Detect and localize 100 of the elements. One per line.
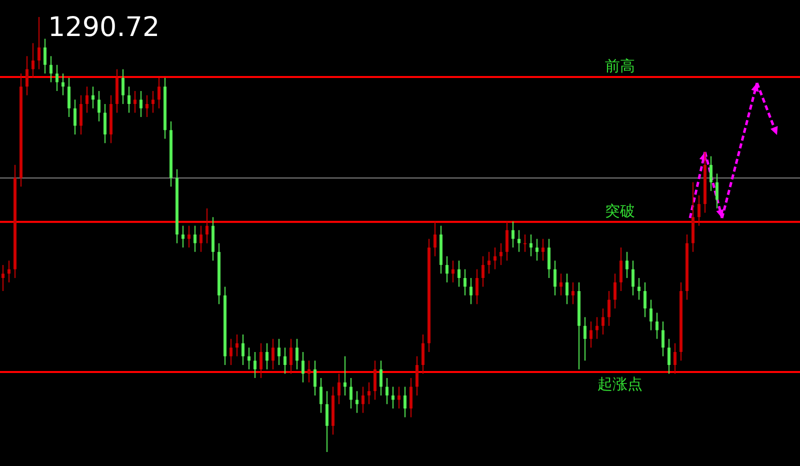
candlestick [596, 316, 598, 340]
candlestick [182, 225, 184, 248]
candlestick [422, 334, 424, 374]
candlestick [584, 316, 586, 362]
candlestick [80, 94, 82, 135]
candlestick [350, 378, 352, 409]
candlestick [476, 268, 478, 305]
candlestick [614, 273, 616, 309]
candlestick [542, 238, 544, 262]
candlestick [656, 312, 658, 340]
candlestick [68, 77, 70, 118]
candlestick [320, 378, 322, 414]
candlestick [620, 247, 622, 292]
candlestick [128, 86, 130, 114]
candlestick [338, 373, 340, 405]
candlestick [572, 282, 574, 305]
candlestick [122, 68, 124, 104]
candlestick [38, 16, 40, 70]
candlestick [560, 273, 562, 296]
candlestick [530, 234, 532, 257]
candlestick [74, 99, 76, 135]
candlestick [410, 378, 412, 418]
candlestick [638, 278, 640, 300]
candlestick [326, 390, 328, 452]
candlestick [146, 94, 148, 118]
candlestick [518, 230, 520, 252]
ref-line-label: 突破 [605, 202, 635, 220]
candlestick [140, 90, 142, 118]
candlestick [188, 225, 190, 248]
candlestick [296, 338, 298, 370]
candlestick [302, 351, 304, 383]
candlestick [470, 278, 472, 305]
candlestick [554, 260, 556, 296]
candlestick [698, 194, 700, 226]
candlestick [44, 38, 46, 74]
candlestick [482, 256, 484, 288]
candlestick [668, 338, 670, 374]
candlestick [464, 268, 466, 296]
candlestick [290, 338, 292, 374]
candlestick [98, 90, 100, 122]
candlestick [512, 220, 514, 248]
candlestick [56, 64, 58, 92]
candlestick [248, 347, 250, 370]
candlestick [548, 238, 550, 278]
candlestick [278, 338, 280, 366]
candlestick [92, 86, 94, 109]
candlestick [500, 242, 502, 266]
candlestick [194, 225, 196, 252]
candlestick [398, 386, 400, 409]
candlestick [236, 334, 238, 357]
candlestick [2, 264, 4, 292]
candlestick [284, 347, 286, 374]
candlestick [404, 386, 406, 418]
candlestick [446, 256, 448, 283]
candlestick [608, 290, 610, 326]
candlestick [266, 342, 268, 370]
candlestick [386, 378, 388, 405]
candlestick [644, 282, 646, 318]
candlestick [230, 338, 232, 366]
ref-line-label: 前高 [605, 57, 635, 76]
candlestick [434, 220, 436, 257]
candlestick [524, 234, 526, 252]
candlestick [380, 360, 382, 396]
candlestick [536, 238, 538, 262]
candlestick [8, 260, 10, 283]
candlestick [602, 308, 604, 336]
candlestick [356, 390, 358, 414]
candlestick [344, 356, 346, 396]
candlestick [314, 360, 316, 396]
candlestick [662, 321, 664, 357]
candlestick [374, 360, 376, 400]
candlestick [242, 334, 244, 366]
ref-line-label: 起涨点 [598, 374, 642, 393]
candlestick [260, 342, 262, 379]
candlestick [200, 225, 202, 252]
candlestick [26, 56, 28, 96]
candlestick [566, 273, 568, 305]
candlestick [494, 247, 496, 270]
candlestick [632, 260, 634, 296]
candlestick [488, 251, 490, 274]
candlestick [50, 56, 52, 83]
candlestick [506, 220, 508, 262]
candlestick [416, 356, 418, 396]
candlestick [650, 299, 652, 331]
candlestick [158, 77, 160, 109]
candlestick [308, 360, 310, 383]
candlestick [206, 208, 208, 244]
candlestick [710, 156, 712, 192]
candlestick [626, 251, 628, 278]
annotation: 1290.72 [48, 12, 160, 43]
candlestick [362, 386, 364, 414]
candlestick [152, 90, 154, 114]
candlestick [254, 351, 256, 379]
candlestick [590, 321, 592, 348]
candlestick [674, 342, 676, 374]
candlestick [32, 42, 34, 78]
candlestick [272, 338, 274, 370]
candlestick [134, 90, 136, 114]
candlestick [62, 73, 64, 96]
candlestick [392, 386, 394, 409]
